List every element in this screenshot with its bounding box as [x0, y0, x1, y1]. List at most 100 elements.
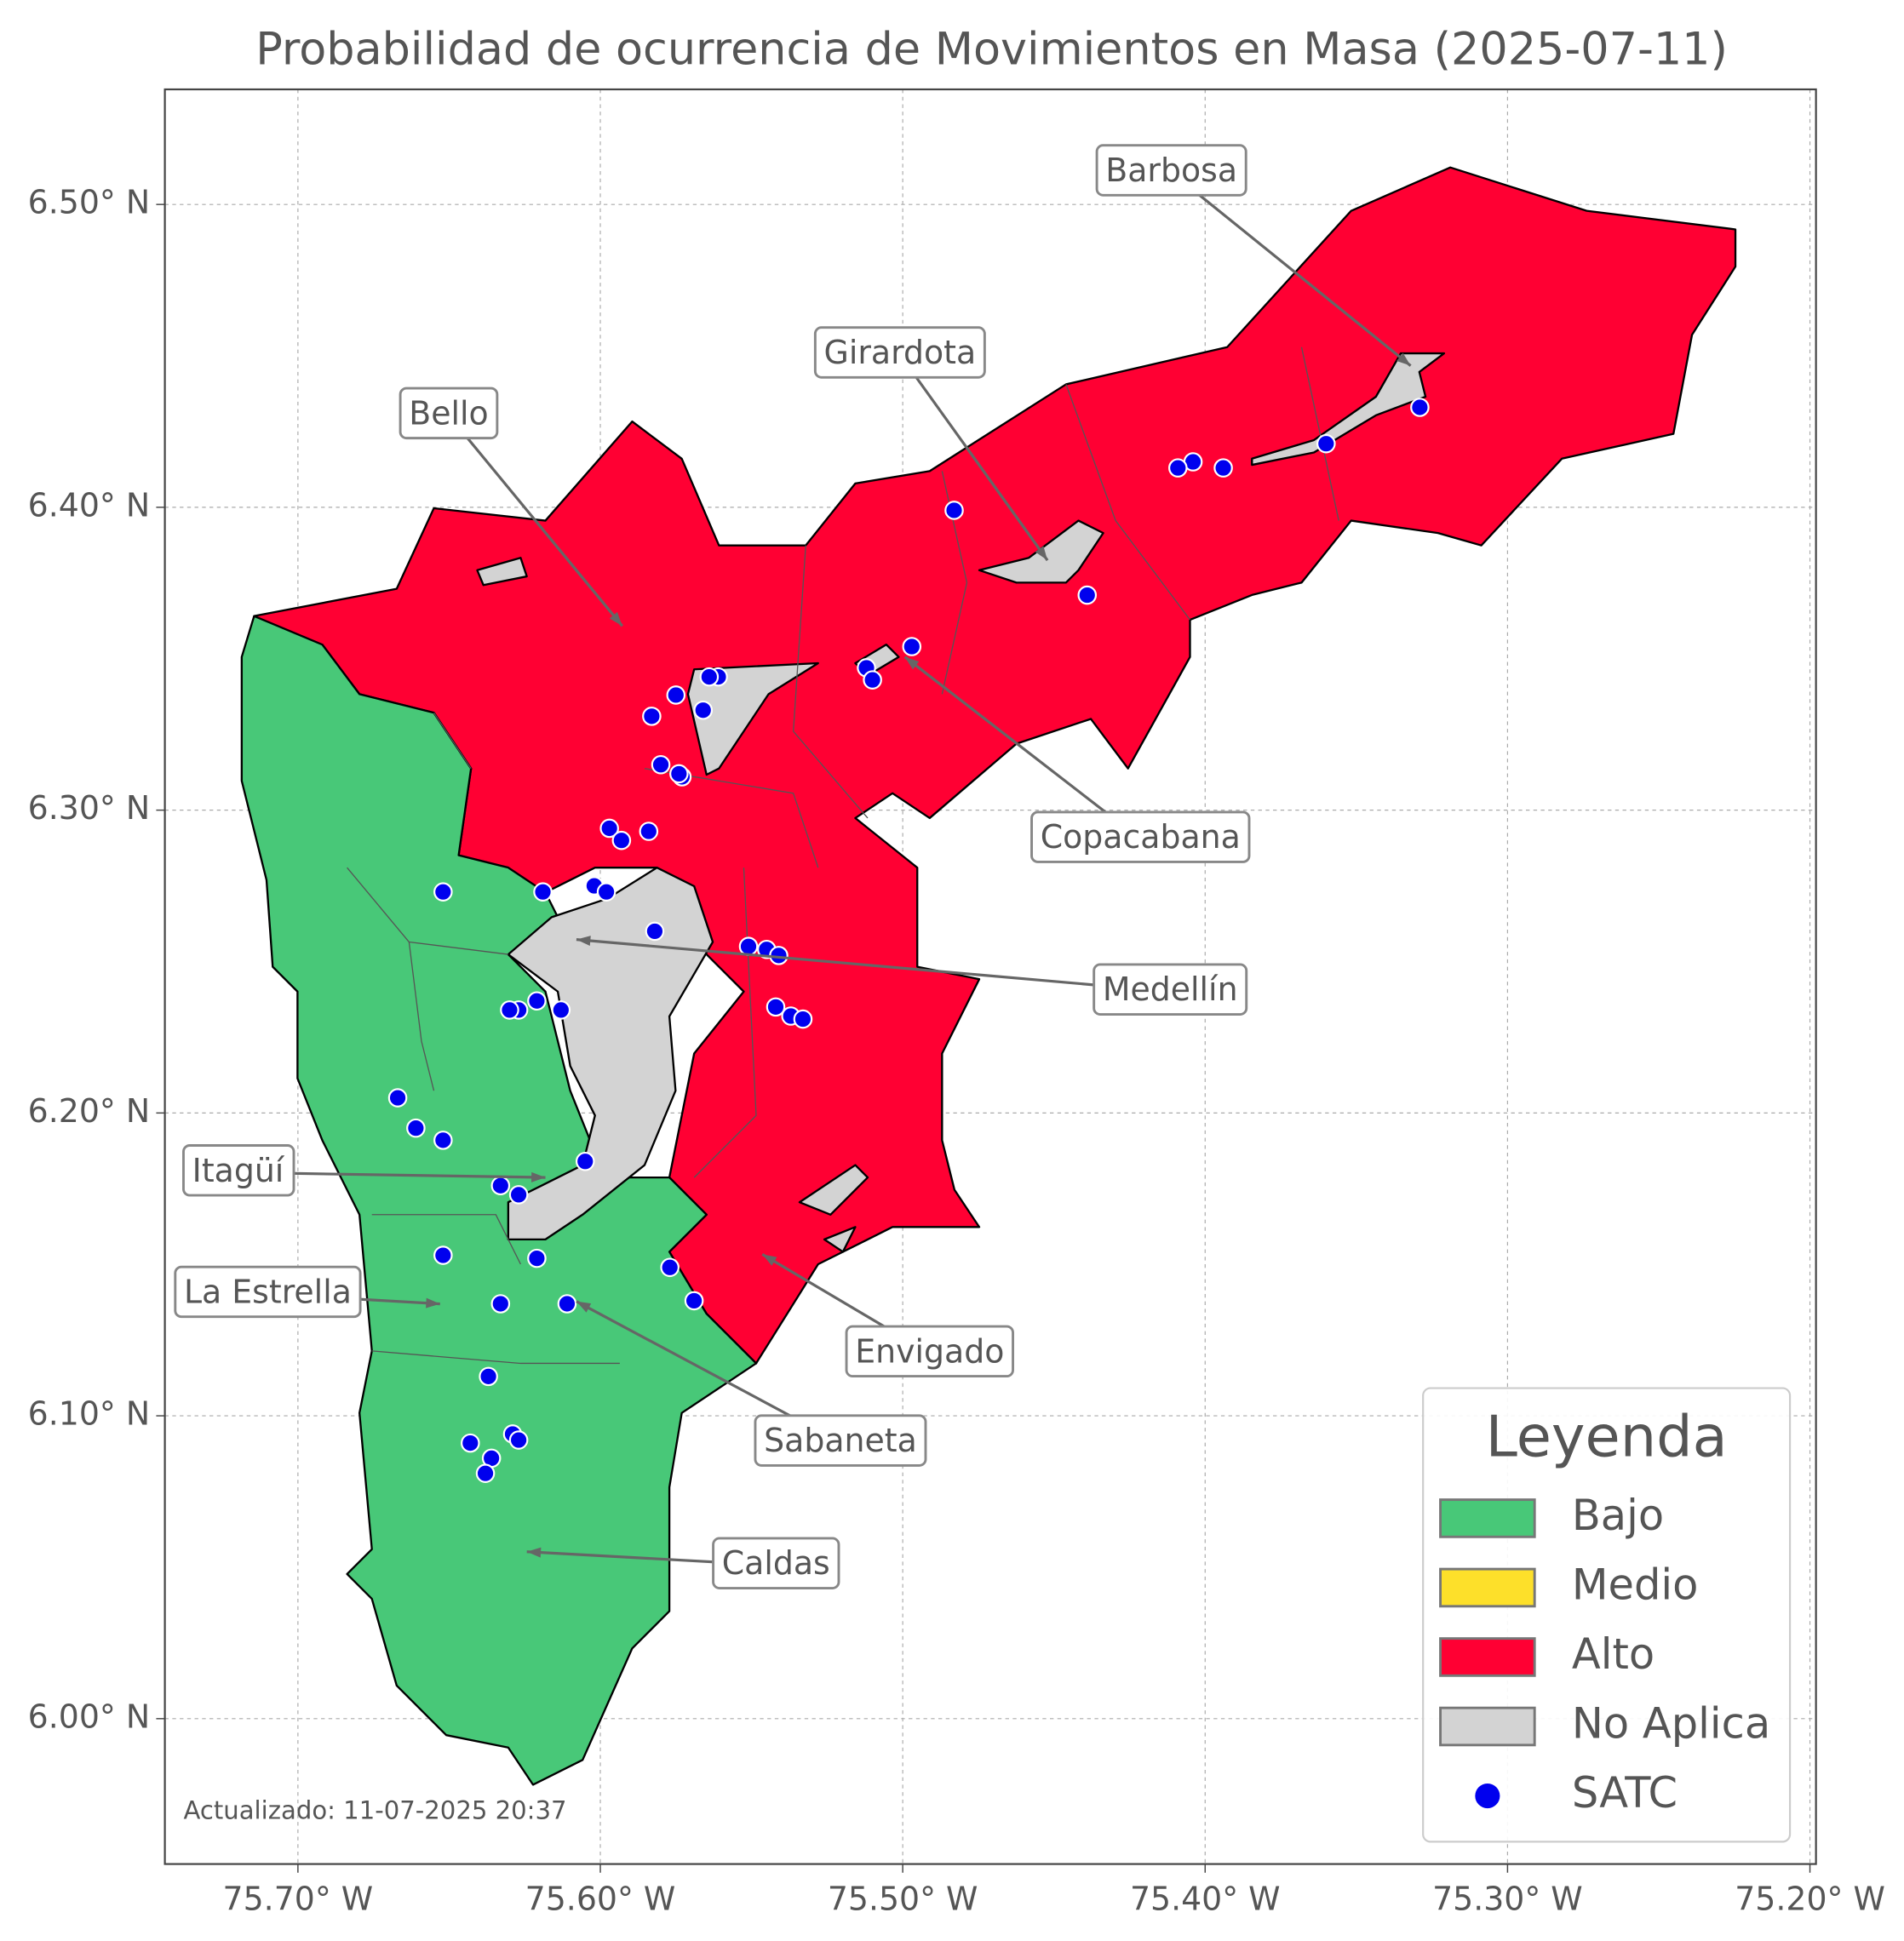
x-tick-label: 75.70° W [223, 1881, 374, 1918]
annotation: Sabaneta [576, 1300, 927, 1467]
arrow-head [531, 1171, 546, 1182]
satc-point [693, 700, 714, 720]
satc-point [1316, 433, 1336, 454]
annotation: Barbosa [1095, 144, 1412, 367]
satc-point [433, 1245, 453, 1265]
legend-marker [1475, 1783, 1500, 1809]
satc-point [387, 1088, 408, 1108]
annotation-box [1095, 144, 1247, 197]
satc-point [642, 707, 662, 726]
arrow-head [576, 936, 591, 947]
annotation-arrow [898, 353, 1049, 562]
chart-title: Probabilidad de ocurrencia de Movimiento… [255, 23, 1728, 75]
y-tick-label: 6.10° N [28, 1395, 150, 1433]
satc-point [645, 921, 665, 942]
annotation-label: Barbosa [1105, 152, 1237, 189]
satc-point [599, 818, 619, 839]
annotation: Girardota [813, 326, 1049, 562]
arrow-head [1035, 546, 1048, 561]
region-no-aplica [507, 867, 714, 1241]
annotation-arrow [903, 656, 1142, 840]
satc-point [475, 1463, 496, 1483]
arrow-head [576, 1301, 592, 1313]
y-tick-label: 6.30° N [28, 789, 150, 827]
annotation: Bello [399, 386, 624, 627]
arrow-head [904, 656, 920, 670]
region-no-aplica [798, 1164, 869, 1216]
y-tick-label: 6.00° N [28, 1698, 150, 1735]
annotation-label: Caldas [722, 1544, 830, 1582]
satc-point [651, 754, 671, 775]
satc-point [461, 1433, 480, 1453]
legend-swatch [1439, 1706, 1536, 1747]
annotation-box [174, 1265, 362, 1319]
satc-point [766, 997, 786, 1017]
annotation-box [1030, 810, 1251, 863]
satc-point [479, 1366, 498, 1387]
legend-label: Medio [1572, 1560, 1699, 1609]
annotation: Envigado [761, 1252, 1015, 1378]
satc-point [508, 1430, 529, 1450]
satc-point [669, 764, 689, 784]
satc-point [684, 1291, 704, 1311]
legend-label: Bajo [1572, 1491, 1664, 1540]
legend-label: SATC [1572, 1768, 1677, 1818]
x-tick-label: 75.50° W [828, 1881, 978, 1918]
region-no-aplica [686, 661, 819, 776]
x-tick-label: 75.60° W [525, 1881, 676, 1918]
annotation-arrow [447, 414, 624, 627]
boundary [347, 346, 1339, 1365]
satc-point [1410, 398, 1430, 417]
region-no-aplica [476, 557, 528, 587]
satc-point [944, 501, 964, 520]
x-tick-label: 75.20° W [1735, 1881, 1885, 1918]
annotation-label: Envigado [855, 1332, 1004, 1370]
satc-point [406, 1118, 426, 1138]
satc-point [551, 1000, 571, 1020]
satc-point [1168, 458, 1188, 478]
satc-point [793, 1009, 813, 1029]
satc-point [699, 667, 720, 687]
satc-point [575, 1151, 595, 1171]
annotation: Medellín [576, 936, 1248, 1016]
annotation: La Estrella [174, 1265, 440, 1319]
plot-frame [163, 88, 1817, 1865]
satc-point [433, 882, 453, 902]
annotation-label: Girardota [824, 334, 977, 371]
legend-label: No Aplica [1572, 1698, 1770, 1748]
legend-swatch [1439, 1637, 1536, 1677]
annotation: Caldas [526, 1537, 840, 1589]
arrow-head [426, 1297, 440, 1308]
region-no-aplica [823, 1226, 857, 1253]
annotation-label: La Estrella [184, 1273, 352, 1310]
annotation-box [754, 1414, 927, 1467]
satc-point [611, 830, 632, 850]
x-tick-label: 75.30° W [1432, 1881, 1583, 1918]
legend-label: Alto [1572, 1629, 1655, 1679]
annotation-arrow [576, 938, 1171, 993]
satc-point [639, 822, 659, 841]
satc-point [500, 1000, 519, 1020]
annotation-label: Sabaneta [764, 1422, 917, 1459]
annotation-label: Medellín [1103, 970, 1238, 1008]
y-tick-label: 6.50° N [28, 184, 150, 221]
satc-point [666, 685, 686, 705]
satc-point [596, 882, 617, 902]
satc-point [557, 1294, 577, 1314]
arrow-head [526, 1547, 542, 1558]
annotation-box [1093, 963, 1248, 1016]
annotation-box [712, 1537, 840, 1589]
annotation: Copacabana [903, 656, 1251, 863]
annotation-label: Itagüí [192, 1152, 285, 1189]
x-tick-label: 75.40° W [1130, 1881, 1281, 1918]
annotation-label: Copacabana [1041, 818, 1241, 856]
satc-point [527, 1248, 547, 1268]
satc-point [902, 637, 922, 656]
annotation-box [813, 326, 986, 379]
satc-point [863, 670, 882, 690]
satc-point [433, 1131, 453, 1150]
annotation-box [845, 1325, 1015, 1378]
y-tick-label: 6.40° N [28, 486, 150, 524]
